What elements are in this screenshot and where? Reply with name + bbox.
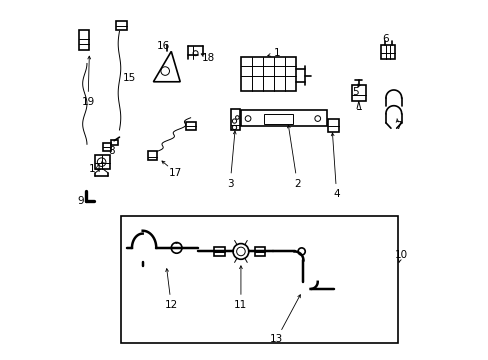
Text: 9: 9	[78, 197, 84, 206]
Bar	[110, 140, 118, 145]
Text: 10: 10	[394, 250, 407, 260]
Bar	[328, 119, 339, 132]
Bar	[185, 122, 196, 130]
Text: 7: 7	[394, 121, 401, 131]
Text: 16: 16	[156, 41, 169, 51]
Bar	[214, 247, 224, 256]
Text: 2: 2	[293, 179, 300, 189]
Bar	[351, 85, 365, 102]
Text: 8: 8	[108, 146, 115, 156]
Bar	[95, 155, 110, 169]
Text: 11: 11	[234, 300, 247, 310]
Bar	[264, 113, 292, 123]
Bar	[255, 247, 264, 256]
Text: 6: 6	[382, 34, 388, 44]
Text: 18: 18	[201, 53, 214, 63]
Bar	[380, 45, 394, 59]
Text: 5: 5	[351, 87, 358, 98]
Text: 1: 1	[273, 48, 280, 58]
Bar	[102, 143, 110, 151]
Bar	[241, 57, 296, 91]
Bar	[148, 152, 157, 160]
Bar	[80, 30, 89, 50]
Bar	[116, 21, 126, 30]
Text: 19: 19	[81, 97, 95, 107]
Bar	[231, 109, 240, 130]
Text: 15: 15	[122, 73, 136, 83]
Text: 14: 14	[88, 163, 102, 174]
Bar	[241, 111, 326, 126]
Text: 13: 13	[269, 334, 283, 344]
Text: 4: 4	[333, 189, 339, 199]
Text: 17: 17	[169, 168, 182, 178]
Text: 12: 12	[164, 300, 178, 310]
Text: 3: 3	[226, 179, 233, 189]
